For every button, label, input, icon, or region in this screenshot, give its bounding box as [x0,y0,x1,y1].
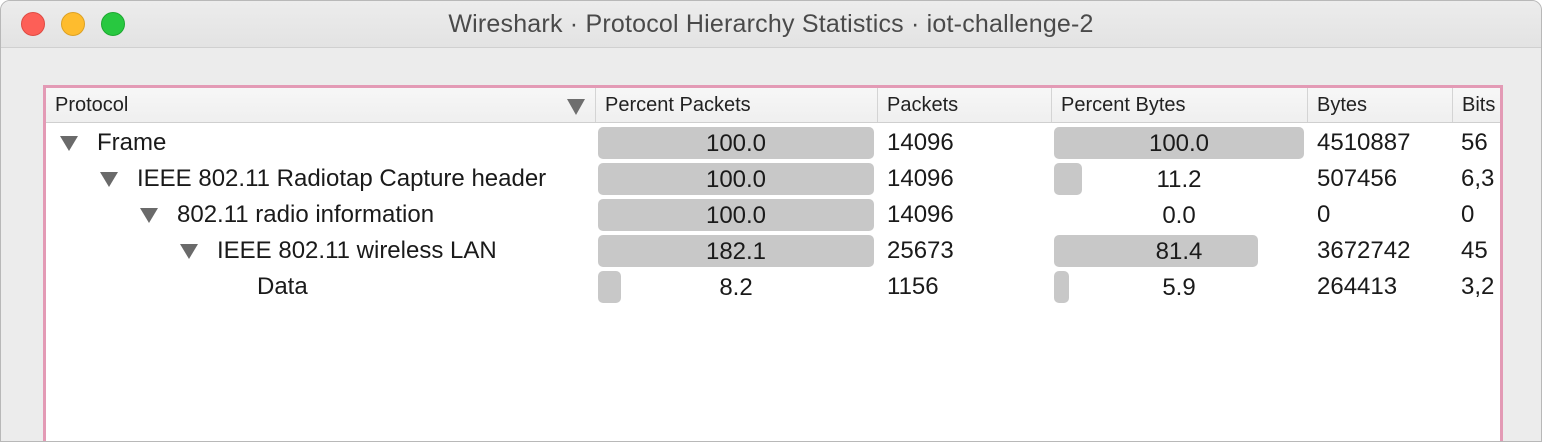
disclosure-triangle-icon[interactable] [60,136,78,151]
column-header-packets-label: Packets [887,94,959,116]
percent-packets-value: 100.0 [705,166,767,193]
protocol-tree-focus-frame: Protocol Percent Packets Packets Percent… [43,85,1503,441]
protocol-tree[interactable]: Protocol Percent Packets Packets Percent… [46,88,1500,441]
protocol-name: IEEE 802.11 Radiotap Capture header [137,165,547,192]
bits-value: 6,3 [1461,165,1495,192]
percent-packets-cell: 100.0 [598,127,874,159]
percent-packets-bar [598,199,874,231]
protocol-row[interactable]: Frame 100.0 14096 100.0 4510887 56 [46,125,1500,161]
percent-bytes-bar [1054,271,1069,303]
percent-packets-bar [598,235,874,267]
column-header-percent-packets[interactable]: Percent Packets [596,88,878,122]
percent-bytes-value: 5.9 [1162,274,1196,301]
percent-bytes-bar [1054,163,1082,195]
percent-packets-bar [598,163,874,195]
disclosure-triangle-icon[interactable] [140,208,158,223]
bits-value: 45 [1461,237,1488,264]
percent-packets-value: 100.0 [705,202,767,229]
percent-packets-cell: 100.0 [598,199,874,231]
protocol-name: Frame [97,129,167,156]
column-header-protocol-label: Protocol [55,94,129,116]
bytes-value: 507456 [1317,165,1398,192]
bytes-value: 3672742 [1317,237,1411,264]
protocol-row[interactable]: Data 8.2 1156 5.9 264413 3,2 [46,269,1500,305]
column-header-bytes-label: Bytes [1317,94,1368,116]
protocol-row[interactable]: 802.11 radio information 100.0 14096 0.0 0 0 [46,197,1500,233]
disclosure-triangle-icon[interactable] [100,172,118,187]
close-window-button[interactable] [21,12,45,36]
percent-bytes-value: 11.2 [1156,166,1202,193]
column-header-percent-packets-label: Percent Packets [605,94,751,116]
packets-value: 14096 [887,165,954,192]
percent-packets-cell: 100.0 [598,163,874,195]
column-header-bits[interactable]: Bits [1453,88,1500,122]
disclosure-triangle-icon[interactable] [180,244,198,259]
bytes-value: 4510887 [1317,129,1411,156]
bits-value: 3,2 [1461,273,1495,300]
column-header-protocol[interactable]: Protocol [46,88,596,122]
zoom-window-button[interactable] [101,12,125,36]
percent-bytes-value: 100.0 [1148,130,1210,157]
percent-packets-value: 8.2 [719,274,753,301]
sort-descending-icon [567,99,585,115]
percent-bytes-cell: 5.9 [1054,271,1304,303]
percent-bytes-cell: 100.0 [1054,127,1304,159]
protocol-name: IEEE 802.11 wireless LAN [217,237,497,264]
packets-value: 1156 [887,273,939,300]
bytes-value: 0 [1317,201,1331,228]
percent-bytes-cell: 0.0 [1054,199,1304,231]
percent-packets-cell: 8.2 [598,271,874,303]
packets-value: 14096 [887,201,954,228]
column-header-row: Protocol Percent Packets Packets Percent… [46,88,1500,123]
bits-value: 0 [1461,201,1475,228]
percent-packets-bar [598,127,874,159]
minimize-window-button[interactable] [61,12,85,36]
packets-value: 25673 [887,237,954,264]
column-header-bits-label: Bits [1462,94,1496,116]
column-header-bytes[interactable]: Bytes [1308,88,1453,122]
bytes-value: 264413 [1317,273,1398,300]
percent-bytes-cell: 11.2 [1054,163,1304,195]
percent-packets-value: 100.0 [705,130,767,157]
protocol-name: Data [257,273,308,300]
packets-value: 14096 [887,129,954,156]
column-header-packets[interactable]: Packets [878,88,1052,122]
protocol-row[interactable]: IEEE 802.11 Radiotap Capture header 100.0… [46,161,1500,197]
percent-packets-bar [598,271,621,303]
protocol-row[interactable]: IEEE 802.11 wireless LAN 182.1 25673 81.4 36… [46,233,1500,269]
percent-packets-value: 182.1 [705,238,767,265]
title-bar[interactable]: Wireshark · Protocol Hierarchy Statistic… [1,1,1541,48]
protocol-name: 802.11 radio information [177,201,435,228]
percent-bytes-cell: 81.4 [1054,235,1304,267]
percent-bytes-bar [1054,127,1304,159]
percent-bytes-value: 81.4 [1155,238,1203,265]
percent-bytes-value: 0.0 [1162,202,1196,229]
column-header-percent-bytes-label: Percent Bytes [1061,94,1186,116]
column-header-percent-bytes[interactable]: Percent Bytes [1052,88,1308,122]
window-title: Wireshark · Protocol Hierarchy Statistic… [448,10,1094,38]
percent-packets-cell: 182.1 [598,235,874,267]
percent-bytes-bar [1054,235,1258,267]
bits-value: 56 [1461,129,1488,156]
